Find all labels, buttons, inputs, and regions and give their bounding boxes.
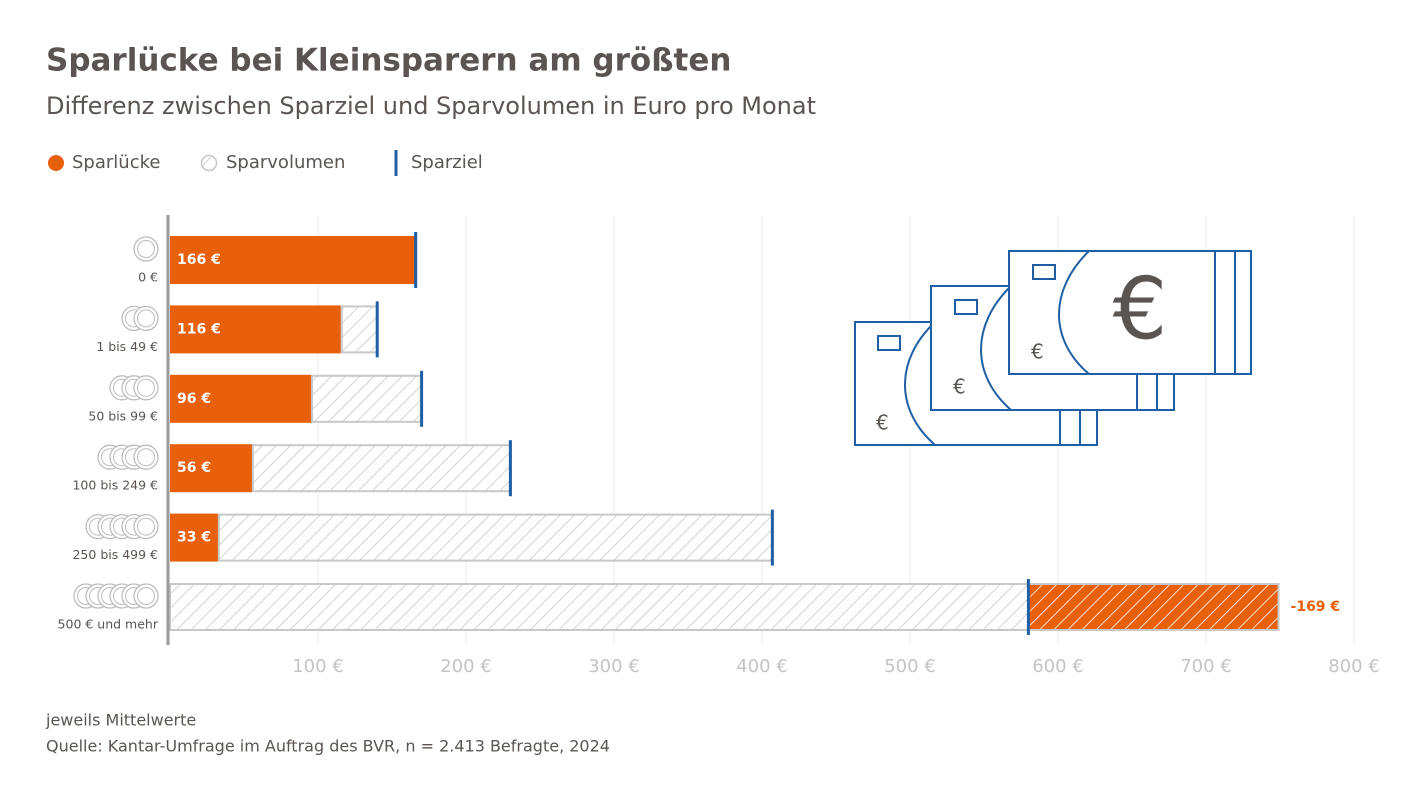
svg-text:€: €: [1113, 259, 1168, 359]
value-label: 33 €: [177, 530, 211, 546]
coin-icon: [137, 309, 155, 328]
category-label: 0 €: [138, 270, 158, 285]
category-label: 1 bis 49 €: [96, 339, 158, 354]
bar: [311, 374, 423, 423]
bar: [170, 305, 342, 354]
coin-icon: [137, 378, 155, 397]
coin-icon: [137, 240, 155, 258]
category-label: 100 bis 249 €: [72, 478, 158, 493]
coin-icon: [137, 587, 155, 605]
footnote: Quelle: Kantar-Umfrage im Auftrag des BV…: [46, 737, 610, 756]
chart-subtitle: Differenz zwischen Sparziel und Sparvolu…: [46, 92, 816, 120]
x-tick-label: 200 €: [440, 656, 492, 677]
value-label: 116 €: [177, 321, 221, 337]
x-tick-label: 800 €: [1328, 656, 1380, 677]
x-tick-label: 100 €: [292, 656, 344, 677]
x-tick-label: 600 €: [1032, 656, 1084, 677]
svg-text:€: €: [876, 411, 889, 435]
x-tick-label: 500 €: [884, 656, 936, 677]
bar: [1027, 583, 1280, 631]
category-label: 250 bis 499 €: [72, 547, 158, 562]
value-label: 56 €: [177, 460, 211, 476]
x-tick-label: 700 €: [1180, 656, 1232, 677]
banknote: € €: [1008, 250, 1252, 375]
bar: [251, 444, 512, 493]
coin-icon: [137, 448, 155, 467]
bar: [170, 374, 313, 423]
bar: [170, 236, 416, 284]
bar: [170, 513, 219, 562]
x-tick-label: 300 €: [588, 656, 640, 677]
bar: [170, 444, 253, 493]
svg-text:€: €: [1031, 340, 1044, 364]
value-label: 96 €: [177, 391, 211, 407]
category-label: 50 bis 99 €: [88, 408, 158, 423]
legend-label: Sparziel: [411, 152, 483, 173]
chart-title: Sparlücke bei Kleinsparern am größten: [46, 43, 731, 79]
category-label: 500 € und mehr: [58, 617, 159, 632]
footnote: jeweils Mittelwerte: [45, 711, 196, 730]
bar: [340, 305, 379, 354]
legend-label: Sparlücke: [72, 152, 160, 173]
bar: [217, 513, 774, 562]
legend-label: Sparvolumen: [226, 152, 345, 173]
money-illustration: € € € €: [854, 250, 1252, 446]
legend-swatch: [48, 155, 64, 171]
coin-icon: [137, 517, 155, 536]
value-label: -169 €: [1291, 599, 1341, 615]
x-tick-label: 400 €: [736, 656, 788, 677]
svg-text:€: €: [953, 375, 966, 399]
legend-swatch: [200, 154, 218, 172]
value-label: 166 €: [177, 252, 221, 268]
